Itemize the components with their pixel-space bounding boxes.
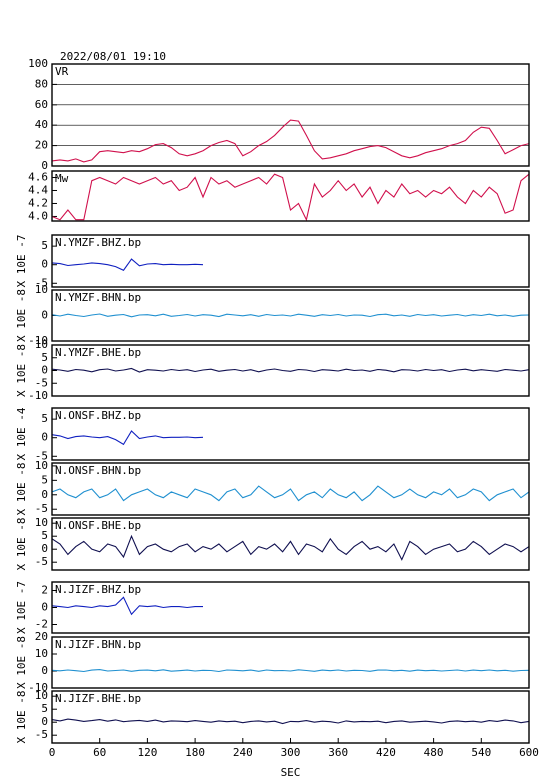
y-axis-label: X 10E -8 <box>15 636 28 689</box>
y-tick-label: 2 <box>41 584 48 597</box>
y-axis-label: X 10E -4 <box>15 407 28 460</box>
data-line <box>51 119 530 163</box>
y-tick-label: -5 <box>35 276 48 289</box>
panel-frame <box>51 63 530 167</box>
trace-label: N.JIZF.BHZ.bp <box>55 583 141 596</box>
trace-label: N.ONSF.BHZ.bp <box>55 409 141 422</box>
y-tick-label: 10 <box>35 338 48 351</box>
y-tick-label: 0 <box>41 258 48 271</box>
y-tick-label: -2 <box>35 618 48 631</box>
panel-frame <box>51 517 530 571</box>
y-tick-label: -5 <box>35 376 48 389</box>
x-tick-label: 120 <box>137 746 157 759</box>
trace-label: N.YMZF.BHZ.bp <box>55 236 141 249</box>
trace-label: N.YMZF.BHN.bp <box>55 291 141 304</box>
y-tick-label: 0 <box>41 364 48 377</box>
x-tick-label: 300 <box>281 746 301 759</box>
data-line <box>51 669 530 673</box>
y-tick-label: 4.6 <box>28 170 48 183</box>
trace-label: N.ONSF.BHE.bp <box>55 519 141 532</box>
y-tick-label: 5 <box>41 239 48 252</box>
y-tick-label: 0 <box>41 431 48 444</box>
trace-label: N.JIZF.BHE.bp <box>55 692 141 705</box>
y-tick-label: 4.2 <box>28 196 48 209</box>
y-tick-label: 4.0 <box>28 209 48 222</box>
y-tick-label: 0 <box>41 488 48 501</box>
data-line <box>51 367 530 373</box>
x-tick-label: 180 <box>185 746 205 759</box>
panel-frame <box>51 344 530 397</box>
y-tick-label: -5 <box>35 449 48 462</box>
y-tick-label: 0 <box>41 715 48 728</box>
x-tick-label: 60 <box>93 746 106 759</box>
y-tick-label: 20 <box>35 630 48 643</box>
y-tick-label: 10 <box>35 689 48 702</box>
y-tick-label: 5 <box>41 412 48 425</box>
y-tick-label: 5 <box>41 702 48 715</box>
y-axis-label: X 10E -8 <box>15 518 28 571</box>
chart-title: 2022/08/01 19:10 <box>60 50 166 63</box>
data-line <box>51 485 530 502</box>
trace-label: VR <box>55 65 69 78</box>
y-axis-label: X 10E -8 <box>15 289 28 342</box>
y-tick-label: 0 <box>41 601 48 614</box>
panel-frame <box>51 636 530 689</box>
x-tick-label: 540 <box>471 746 491 759</box>
y-tick-label: -5 <box>35 502 48 515</box>
x-tick-label: 600 <box>519 746 539 759</box>
y-tick-label: 0 <box>41 159 48 172</box>
x-tick-label: 420 <box>376 746 396 759</box>
y-tick-label: -5 <box>35 555 48 568</box>
panel-frame <box>51 170 530 222</box>
y-axis-label: X 10E -8 <box>15 691 28 744</box>
y-tick-label: -5 <box>35 728 48 741</box>
y-axis-label: X 10E -7 <box>15 235 28 288</box>
y-tick-label: 0 <box>41 664 48 677</box>
y-tick-label: 0 <box>41 542 48 555</box>
y-tick-label: 10 <box>35 459 48 472</box>
data-line <box>51 173 530 222</box>
y-tick-label: 10 <box>35 516 48 529</box>
panel-frame <box>51 407 530 461</box>
x-axis-label: SEC <box>281 766 301 779</box>
data-line <box>51 430 204 446</box>
data-line <box>51 718 530 725</box>
y-tick-label: 80 <box>35 77 48 90</box>
y-tick-label: 60 <box>35 98 48 111</box>
y-tick-label: -10 <box>28 681 48 694</box>
panel-frame <box>51 289 530 342</box>
data-line <box>51 258 204 271</box>
trace-label: N.YMZF.BHE.bp <box>55 346 141 359</box>
panel-frame <box>51 462 530 516</box>
trace-label: N.ONSF.BHN.bp <box>55 464 141 477</box>
trace-label: N.JIZF.BHN.bp <box>55 638 141 651</box>
x-tick-label: 360 <box>328 746 348 759</box>
trace-label: Mw <box>55 172 69 185</box>
y-tick-label: 0 <box>41 309 48 322</box>
y-axis-label: X 10E -7 <box>15 581 28 634</box>
x-tick-label: 240 <box>233 746 253 759</box>
panel-frame <box>51 234 530 288</box>
y-tick-label: 10 <box>35 647 48 660</box>
y-tick-label: -10 <box>28 389 48 402</box>
y-tick-label: 4.4 <box>28 183 48 196</box>
data-line <box>51 534 530 561</box>
y-axis-label: X 10E -8 <box>15 463 28 516</box>
y-tick-label: 20 <box>35 139 48 152</box>
x-tick-label: 0 <box>49 746 56 759</box>
y-tick-label: 5 <box>41 473 48 486</box>
y-tick-label: 5 <box>41 351 48 364</box>
data-line <box>51 596 203 616</box>
y-tick-label: 40 <box>35 118 48 131</box>
panel-frame <box>51 581 530 634</box>
y-tick-label: 10 <box>35 283 48 296</box>
y-tick-label: 100 <box>28 57 48 70</box>
x-tick-label: 480 <box>424 746 444 759</box>
y-tick-label: 5 <box>41 529 48 542</box>
y-axis-label: X 10E -8 <box>15 344 28 397</box>
y-tick-label: -10 <box>28 334 48 347</box>
data-line <box>51 313 530 318</box>
